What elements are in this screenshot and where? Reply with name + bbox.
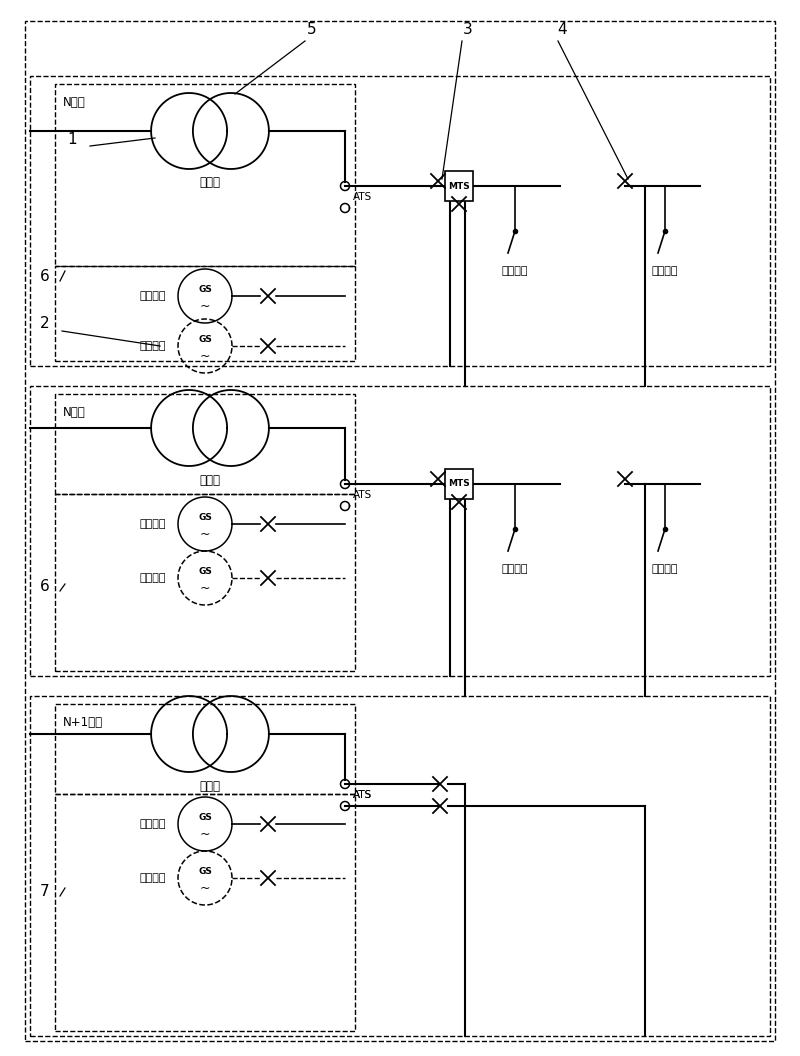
Text: ATS: ATS: [353, 790, 372, 800]
Bar: [30, 696, 770, 1036]
Text: ~: ~: [200, 350, 210, 362]
Text: ~: ~: [200, 828, 210, 841]
Text: 1: 1: [67, 132, 77, 147]
Text: 负载主用: 负载主用: [502, 564, 528, 574]
Text: GS: GS: [198, 512, 212, 522]
Bar: [55, 394, 355, 494]
Text: GS: GS: [198, 812, 212, 822]
Text: 应急油机: 应急油机: [140, 341, 166, 351]
Text: GS: GS: [198, 335, 212, 343]
Bar: [30, 76, 770, 366]
Text: 6: 6: [40, 579, 50, 593]
Text: 应急油机: 应急油机: [140, 573, 166, 583]
Text: ~: ~: [200, 582, 210, 595]
Text: 变压器: 变压器: [199, 779, 221, 792]
Text: GS: GS: [198, 867, 212, 875]
Text: ATS: ATS: [353, 490, 372, 499]
Text: GS: GS: [198, 566, 212, 576]
Bar: [445, 469, 473, 499]
Text: 4: 4: [557, 22, 567, 37]
Bar: [55, 266, 355, 361]
Text: MTS: MTS: [448, 182, 470, 190]
Bar: [445, 171, 473, 201]
Text: MTS: MTS: [448, 479, 470, 489]
Text: N+1备用: N+1备用: [63, 717, 103, 730]
Text: 固定油机: 固定油机: [140, 291, 166, 301]
Text: 7: 7: [40, 884, 50, 899]
Text: N主用: N主用: [63, 407, 86, 419]
Text: 固定油机: 固定油机: [140, 518, 166, 529]
Text: 应急油机: 应急油机: [140, 873, 166, 883]
Text: 负载备用: 负载备用: [652, 266, 678, 276]
Text: 固定油机: 固定油机: [140, 819, 166, 829]
Text: N主用: N主用: [63, 96, 86, 110]
Bar: [55, 84, 355, 266]
Bar: [55, 704, 355, 794]
Text: ATS: ATS: [353, 192, 372, 202]
Text: 3: 3: [463, 22, 473, 37]
Bar: [55, 794, 355, 1031]
Bar: [30, 386, 770, 676]
Text: ~: ~: [200, 882, 210, 894]
Text: 6: 6: [40, 269, 50, 284]
Text: GS: GS: [198, 284, 212, 294]
Text: 2: 2: [40, 316, 50, 331]
Text: 变压器: 变压器: [199, 176, 221, 189]
Text: 负载备用: 负载备用: [652, 564, 678, 574]
Text: ~: ~: [200, 528, 210, 541]
Text: 5: 5: [307, 22, 317, 37]
Text: ATS: ATS: [353, 790, 372, 800]
Text: ~: ~: [200, 300, 210, 313]
Bar: [55, 494, 355, 671]
Text: 变压器: 变压器: [199, 473, 221, 487]
Text: 负载主用: 负载主用: [502, 266, 528, 276]
